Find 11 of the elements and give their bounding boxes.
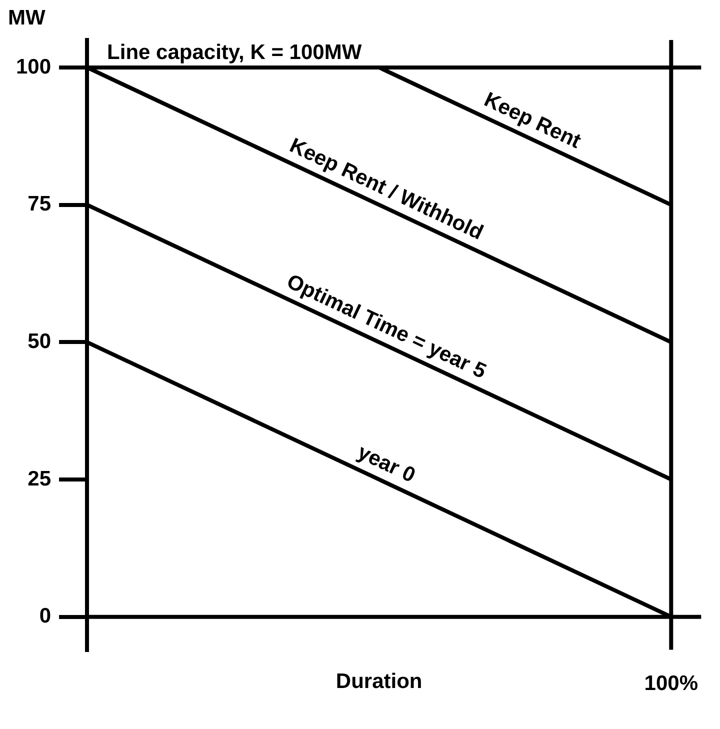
y-axis-title: MW <box>8 6 46 30</box>
text: year 0 <box>354 440 419 488</box>
y-tick-label: 0 <box>39 604 52 628</box>
y-tick-label: 25 <box>28 467 52 490</box>
x-tick-label: 100% <box>644 672 698 696</box>
y-tick-label: 50 <box>28 330 52 353</box>
x-axis-title: Duration <box>336 670 422 694</box>
ref-line-label: Line capacity, K = 100MW <box>107 40 362 64</box>
y-tick-label: 100 <box>16 55 52 78</box>
y-tick-label: 75 <box>28 192 52 216</box>
text: Keep Rent <box>480 88 584 154</box>
